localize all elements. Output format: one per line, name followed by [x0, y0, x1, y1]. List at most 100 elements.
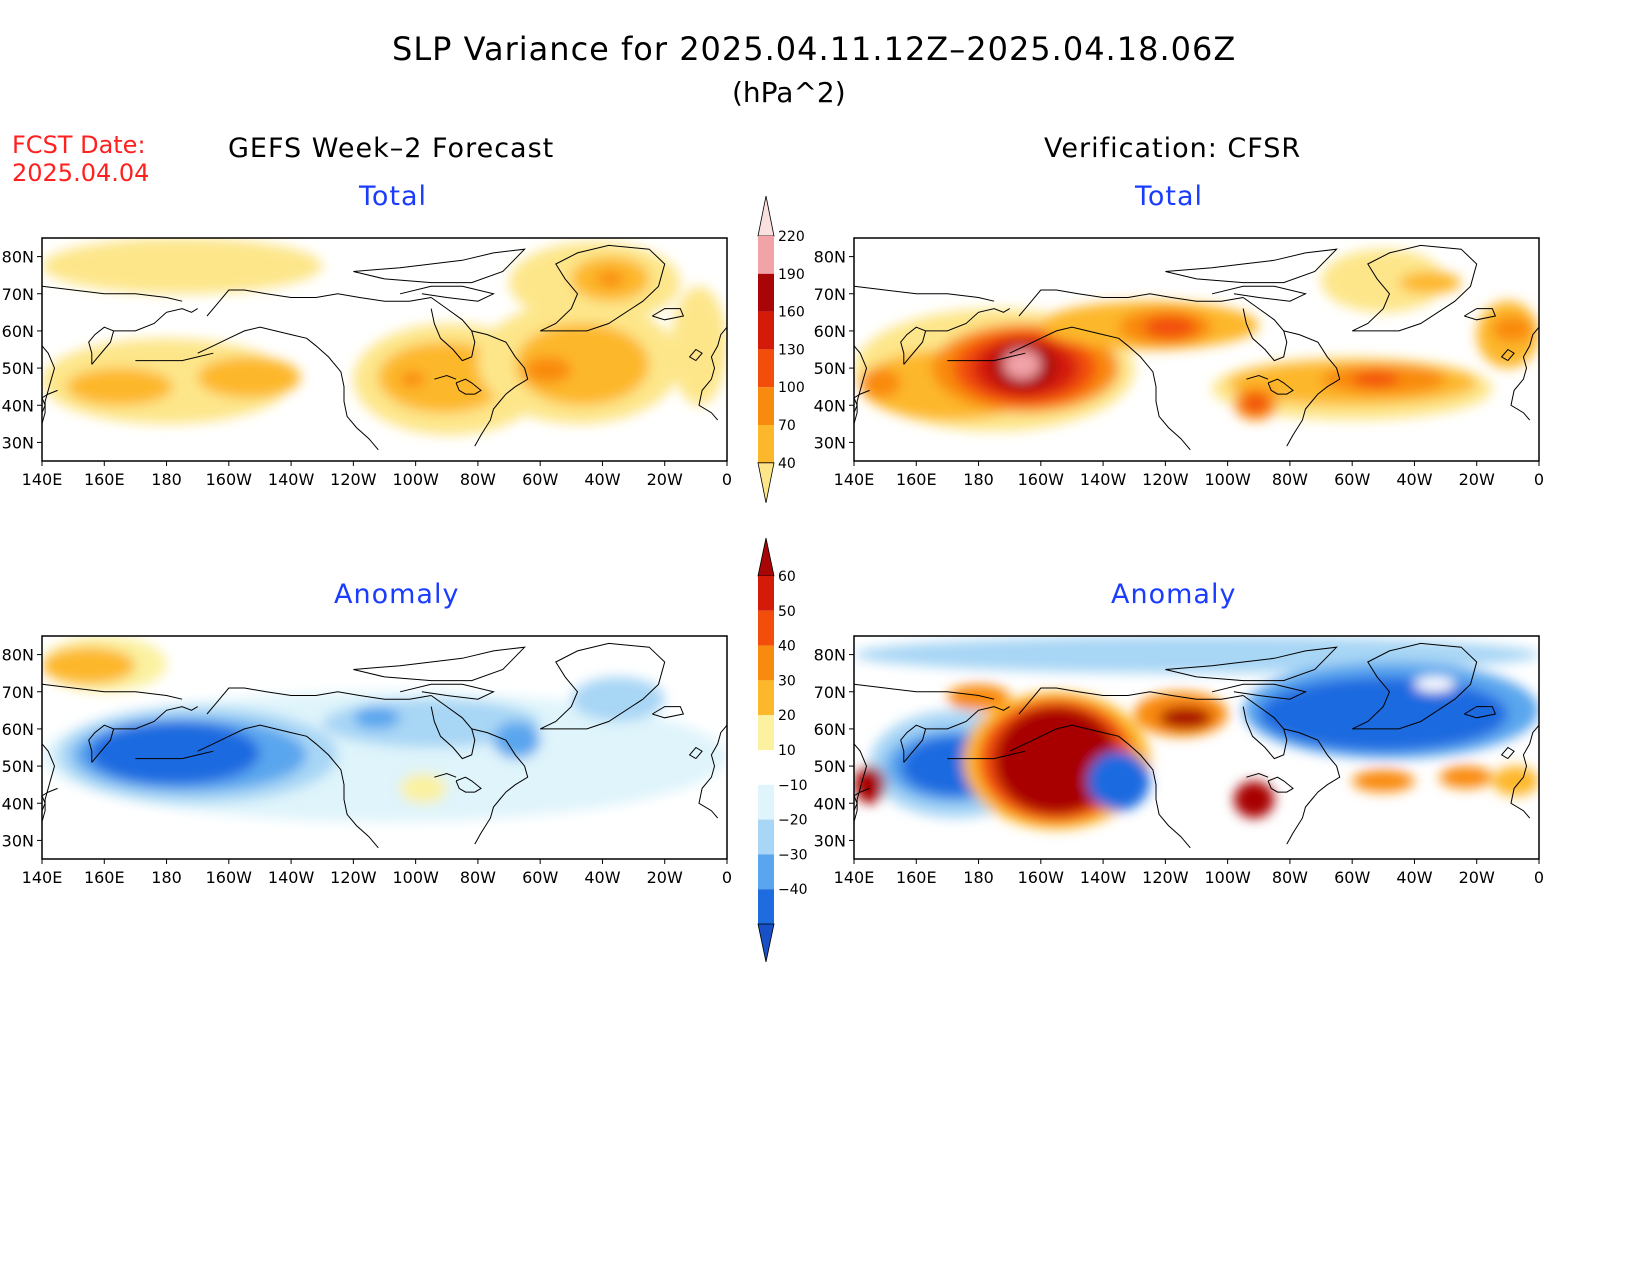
contour-region-5: [88, 721, 260, 785]
coastline-10: [42, 345, 56, 424]
lon-label: 40W: [584, 868, 620, 887]
colorbar-segment: [758, 273, 774, 312]
coastline-4: [1267, 378, 1294, 395]
map-frame: [853, 635, 1540, 860]
coastline-9: [688, 746, 703, 760]
contour-region-7: [353, 706, 401, 729]
colorbar-segment: [758, 784, 774, 820]
coastline-4: [455, 776, 482, 793]
lon-label: 80W: [460, 470, 496, 489]
colorbar-top-arrow: [757, 538, 775, 577]
colorbar-label: 50: [778, 604, 796, 620]
coastline-7: [652, 308, 685, 321]
contour-region-6: [400, 371, 425, 387]
colorbar-segment: [758, 387, 774, 425]
colorbar-label: 130: [778, 342, 805, 358]
coastline-10: [854, 345, 868, 424]
coastline-5: [434, 772, 457, 778]
coastline-6: [1351, 244, 1478, 332]
lat-label: 80N: [2, 646, 34, 665]
lon-label: 140W: [268, 470, 315, 489]
colorbar-label: 190: [778, 267, 805, 283]
coastline-17: [135, 352, 214, 362]
panel-title-total-forecast: Total: [359, 181, 428, 212]
lat-label: 60N: [2, 720, 34, 739]
lon-label: 140W: [1080, 470, 1127, 489]
coastline-14: [42, 787, 58, 826]
colorbar-label: 220: [778, 229, 805, 245]
contour-region-13: [670, 286, 727, 406]
lon-label: 60W: [522, 868, 558, 887]
colorbar-segment: [758, 819, 774, 855]
coastline-8: [698, 724, 727, 819]
colorbar-bottom-arrow: [757, 462, 775, 503]
coastline-2: [1242, 695, 1288, 760]
coastline-17: [947, 750, 1026, 760]
contour-region-2: [66, 368, 173, 406]
lat-label: 40N: [2, 396, 34, 415]
coastline-15: [1165, 248, 1338, 284]
lat-label: 60N: [814, 322, 846, 341]
lat-label: 50N: [814, 757, 846, 776]
colorbar-segment: [758, 236, 774, 274]
lat-label: 30N: [2, 831, 34, 850]
contour-region-18: [1398, 271, 1462, 294]
coastline-1: [206, 289, 432, 317]
lon-label: 120W: [1142, 868, 1189, 887]
lat-label: 60N: [814, 720, 846, 739]
contour-region-7: [854, 766, 886, 804]
lon-label: 180: [151, 470, 182, 489]
lat-label: 80N: [2, 248, 34, 267]
coastline-14: [854, 787, 870, 826]
colorbar-segment: [758, 311, 774, 350]
lon-label: 140E: [834, 470, 875, 489]
lon-label: 180: [963, 470, 994, 489]
coastline-0: [1009, 326, 1191, 451]
lon-label: 140W: [1080, 868, 1127, 887]
lat-label: 40N: [814, 794, 846, 813]
contour-region-9: [524, 356, 572, 383]
coastline-12: [113, 308, 198, 332]
coastline-15: [353, 646, 526, 682]
coastline-13: [42, 285, 183, 302]
coastline-13: [854, 285, 995, 302]
lat-label: 70N: [2, 285, 34, 304]
column-title-forecast: GEFS Week–2 Forecast: [228, 133, 555, 164]
lat-label: 50N: [2, 359, 34, 378]
lon-label: 0: [1534, 470, 1544, 489]
coastline-3: [1283, 728, 1341, 845]
panel-title-anomaly-verification: Anomaly: [1111, 579, 1237, 610]
colorbar-segment: [758, 750, 774, 785]
colorbar-label: −30: [778, 847, 808, 863]
colorbar-label: 60: [778, 569, 796, 585]
coastline-13: [42, 683, 183, 700]
contour-region-13: [1258, 676, 1508, 752]
contour-region-16: [1439, 766, 1493, 789]
coastline-3: [1283, 330, 1341, 447]
lat-label: 30N: [2, 433, 34, 452]
coastline-6: [1351, 642, 1478, 730]
lon-label: 140W: [268, 868, 315, 887]
lon-label: 60W: [1334, 470, 1370, 489]
coastline-10: [42, 743, 56, 822]
contour-region-5: [378, 342, 510, 413]
lon-label: 60W: [1334, 868, 1370, 887]
coastline-6: [539, 642, 666, 730]
colorbar-label: 30: [778, 673, 796, 689]
colorbar-anomaly: 60 50 40 30 20 10 −10 −20 −30 −40: [757, 538, 808, 962]
lon-label: 100W: [392, 868, 439, 887]
coastline-12: [925, 706, 1010, 730]
coastline-14: [42, 389, 58, 428]
panel-title-anomaly-forecast: Anomaly: [334, 579, 460, 610]
map-panel-verification-anomaly: 80N 70N 60N 50N 40N 30N 140E 160E 180 160W 140W 120…: [814, 635, 1544, 887]
coastline-0: [197, 326, 379, 451]
lon-label: 160E: [896, 868, 937, 887]
contour-region-9: [400, 773, 447, 804]
colorbar-segment: [758, 680, 774, 716]
colorbar-segment: [758, 645, 774, 681]
map-frame: [41, 635, 728, 860]
lon-label: 180: [963, 868, 994, 887]
coastline-15: [353, 248, 526, 284]
lon-label: 60W: [522, 470, 558, 489]
contour-region-14: [1414, 676, 1455, 692]
